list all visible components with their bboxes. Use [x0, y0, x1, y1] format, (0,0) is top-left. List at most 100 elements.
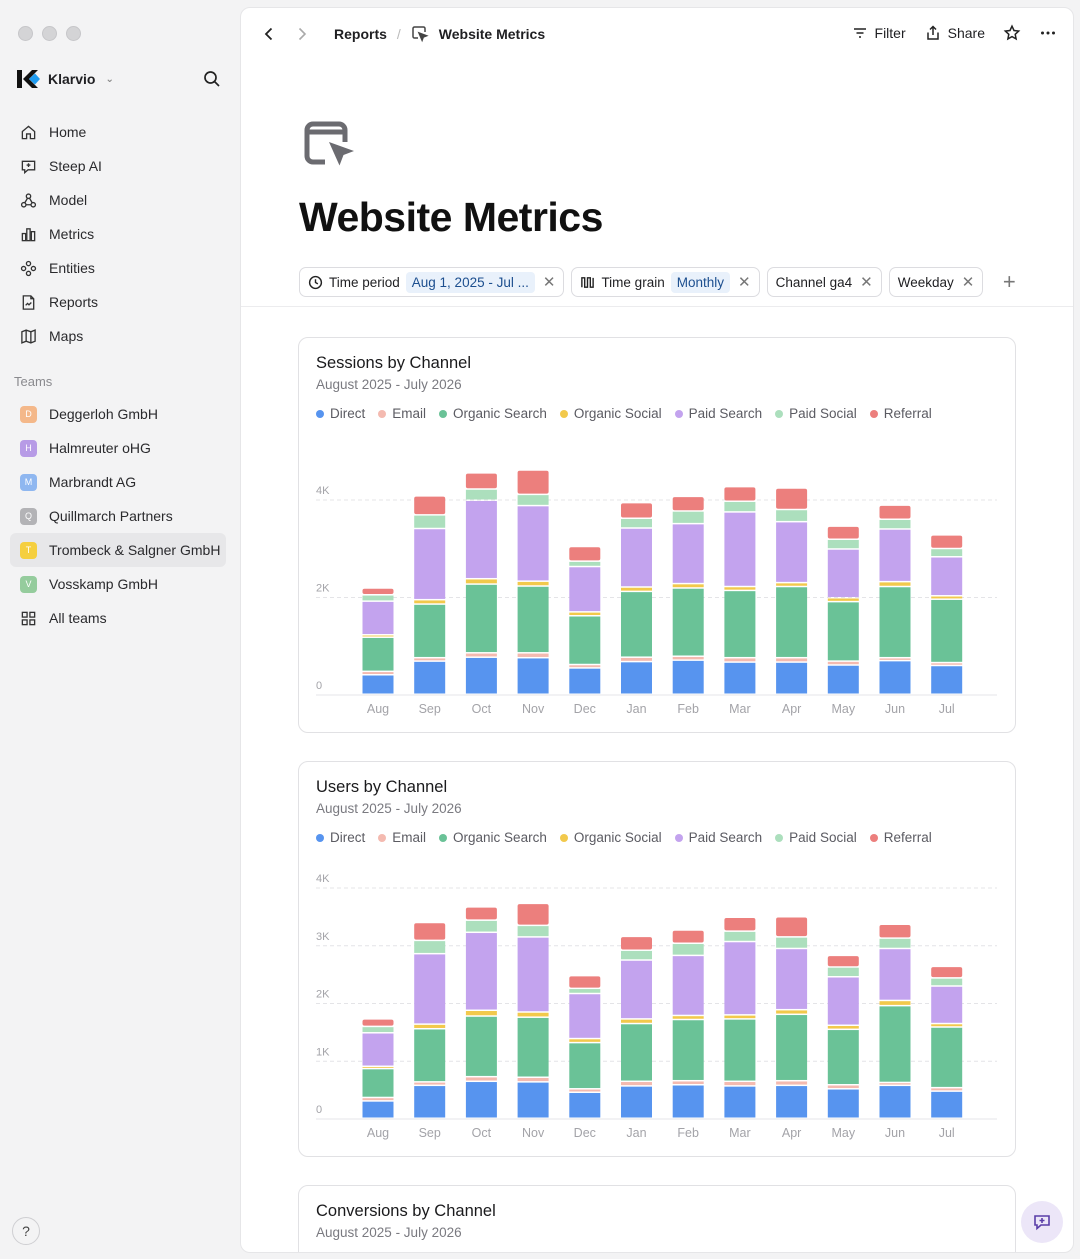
legend-item-email[interactable]: Email	[378, 830, 426, 845]
bar-segment-referral[interactable]	[362, 588, 394, 595]
bar-segment-organic-search[interactable]	[569, 1043, 601, 1089]
bar-segment-paid-search[interactable]	[465, 500, 497, 578]
bar-segment-paid-social[interactable]	[776, 510, 808, 521]
bar-segment-paid-search[interactable]	[621, 528, 652, 587]
legend-item-referral[interactable]: Referral	[869, 406, 932, 421]
sidebar-item-model[interactable]: Model	[10, 183, 226, 217]
bar-segment-email[interactable]	[776, 658, 808, 662]
breadcrumb-reports[interactable]: Reports	[334, 26, 387, 42]
bar-segment-email[interactable]	[517, 1077, 549, 1082]
bar-segment-paid-social[interactable]	[465, 489, 497, 500]
bar-segment-organic-search[interactable]	[879, 1006, 911, 1082]
bar-segment-referral[interactable]	[465, 907, 497, 920]
bar-segment-paid-social[interactable]	[879, 938, 911, 948]
bar-segment-organic-social[interactable]	[465, 579, 497, 584]
bar-segment-organic-social[interactable]	[724, 1015, 756, 1019]
bar-segment-referral[interactable]	[569, 976, 601, 988]
maximize-window-button[interactable]	[66, 26, 81, 41]
bar-segment-paid-social[interactable]	[672, 511, 704, 523]
bar-segment-direct[interactable]	[414, 1086, 446, 1118]
bar-segment-email[interactable]	[621, 657, 652, 661]
legend-item-organic-search[interactable]: Organic Search	[439, 406, 547, 421]
bar-segment-referral[interactable]	[672, 497, 704, 511]
bar-segment-organic-search[interactable]	[827, 1030, 859, 1085]
bar-segment-paid-search[interactable]	[621, 960, 652, 1019]
bar-segment-organic-social[interactable]	[724, 587, 756, 590]
close-window-button[interactable]	[18, 26, 33, 41]
bar-segment-direct[interactable]	[827, 665, 859, 694]
bar-segment-organic-search[interactable]	[776, 587, 808, 657]
bar-segment-organic-social[interactable]	[569, 1039, 601, 1042]
bar-segment-direct[interactable]	[776, 662, 808, 694]
bar-segment-organic-social[interactable]	[414, 1024, 446, 1028]
bar-segment-direct[interactable]	[724, 662, 756, 694]
bar-segment-organic-search[interactable]	[724, 1019, 756, 1081]
bar-segment-organic-search[interactable]	[465, 584, 497, 653]
bar-segment-direct[interactable]	[517, 658, 549, 694]
sidebar-item-maps[interactable]: Maps	[10, 319, 226, 353]
bar-segment-paid-search[interactable]	[414, 954, 446, 1024]
bar-segment-paid-search[interactable]	[672, 956, 704, 1015]
legend-item-paid-search[interactable]: Paid Search	[674, 406, 762, 421]
bar-segment-direct[interactable]	[569, 1093, 601, 1118]
bar-segment-organic-social[interactable]	[621, 587, 652, 591]
bar-segment-paid-social[interactable]	[621, 519, 652, 528]
bar-segment-referral[interactable]	[569, 547, 601, 561]
bar-segment-referral[interactable]	[517, 470, 549, 494]
all-teams-link[interactable]: All teams	[10, 601, 226, 635]
bar-segment-paid-search[interactable]	[517, 506, 549, 581]
bar-segment-paid-search[interactable]	[776, 522, 808, 582]
bar-segment-organic-search[interactable]	[879, 587, 911, 657]
bar-segment-organic-social[interactable]	[672, 1016, 704, 1019]
bar-segment-direct[interactable]	[362, 1101, 394, 1118]
bar-segment-paid-search[interactable]	[465, 933, 497, 1010]
bar-segment-organic-search[interactable]	[621, 1024, 652, 1081]
bar-segment-organic-search[interactable]	[672, 588, 704, 656]
bar-segment-organic-search[interactable]	[931, 599, 963, 662]
bar-segment-referral[interactable]	[931, 535, 963, 548]
ai-assistant-button[interactable]	[1021, 1201, 1063, 1243]
bar-segment-email[interactable]	[414, 1082, 446, 1085]
bar-segment-email[interactable]	[724, 658, 756, 662]
bar-segment-paid-search[interactable]	[879, 949, 911, 1000]
bar-segment-referral[interactable]	[414, 923, 446, 940]
bar-segment-paid-search[interactable]	[931, 986, 963, 1023]
bar-segment-email[interactable]	[672, 1081, 704, 1085]
bar-segment-organic-social[interactable]	[517, 581, 549, 586]
bar-segment-paid-search[interactable]	[879, 529, 911, 581]
bar-segment-email[interactable]	[827, 661, 859, 665]
bar-segment-paid-social[interactable]	[931, 978, 963, 986]
bar-segment-organic-social[interactable]	[931, 1024, 963, 1027]
filter-button[interactable]: Filter	[851, 24, 906, 42]
bar-segment-email[interactable]	[517, 653, 549, 657]
bar-segment-paid-search[interactable]	[414, 529, 446, 599]
bar-segment-referral[interactable]	[931, 967, 963, 978]
help-button[interactable]: ?	[12, 1217, 40, 1245]
filter-chip-channel[interactable]: Channel ga4 ✕	[766, 267, 882, 297]
bar-segment-direct[interactable]	[827, 1089, 859, 1118]
bar-segment-organic-social[interactable]	[621, 1019, 652, 1023]
bar-segment-organic-social[interactable]	[517, 1012, 549, 1017]
bar-segment-organic-search[interactable]	[931, 1027, 963, 1087]
filter-chip-time-period[interactable]: Time period Aug 1, 2025 - Jul ... ✕	[299, 267, 565, 297]
remove-filter-icon[interactable]: ✕	[860, 274, 873, 291]
bar-segment-email[interactable]	[569, 1089, 601, 1092]
sidebar-item-reports[interactable]: Reports	[10, 285, 226, 319]
bar-segment-organic-search[interactable]	[414, 1029, 446, 1082]
sidebar-item-home[interactable]: Home	[10, 115, 226, 149]
bar-segment-direct[interactable]	[621, 662, 652, 694]
remove-filter-icon[interactable]: ✕	[961, 274, 975, 291]
minimize-window-button[interactable]	[42, 26, 57, 41]
team-item-vosskamp[interactable]: V Vosskamp GmbH	[10, 567, 226, 601]
bar-segment-email[interactable]	[879, 1083, 911, 1085]
bar-segment-direct[interactable]	[776, 1086, 808, 1118]
bar-segment-referral[interactable]	[827, 526, 859, 539]
bar-segment-organic-search[interactable]	[776, 1015, 808, 1080]
sidebar-item-steep-ai[interactable]: Steep AI	[10, 149, 226, 183]
bar-segment-paid-social[interactable]	[414, 515, 446, 528]
workspace-switcher[interactable]: Klarvio ⌄	[16, 68, 114, 90]
star-icon[interactable]	[1003, 24, 1021, 42]
bar-segment-email[interactable]	[931, 663, 963, 665]
bar-segment-paid-social[interactable]	[465, 920, 497, 932]
bar-segment-organic-social[interactable]	[827, 598, 859, 601]
